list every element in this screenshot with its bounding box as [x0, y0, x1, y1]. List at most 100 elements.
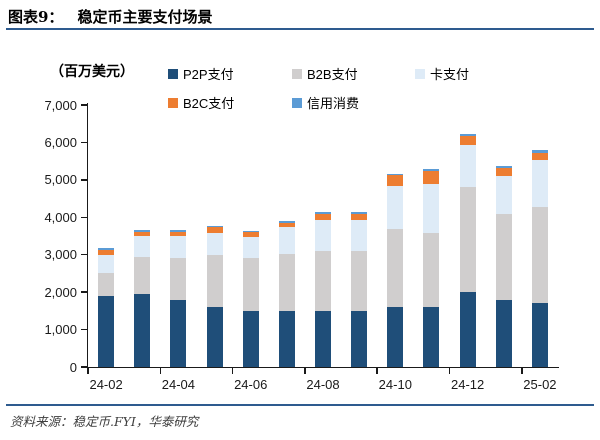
bar-segment	[459, 187, 476, 293]
bar-segment	[206, 233, 223, 255]
bar-segment	[387, 185, 404, 229]
plot-area: 0 1,000 2,000 3,000 4,000 5,000 6,000 7,000 24-0…	[44, 98, 559, 392]
x-axis-tick	[304, 367, 306, 374]
bar-segment	[206, 227, 223, 234]
legend-swatch-icon	[415, 68, 425, 79]
legend-item: B2C支付	[168, 95, 235, 111]
legend-label: B2B支付	[307, 67, 358, 82]
y-axis-tick	[81, 216, 88, 219]
legend-item: P2P支付	[168, 66, 234, 82]
legend-label: B2C支付	[183, 96, 235, 111]
bar-segment	[531, 303, 548, 367]
bar-segment	[459, 133, 476, 137]
bar-segment	[531, 206, 548, 304]
x-axis-tick	[376, 367, 378, 374]
source-note: 资料来源：稳定币.FYI，华泰研究	[10, 414, 199, 429]
bar-segment	[206, 307, 223, 367]
x-axis-tick-label: 25-02	[523, 377, 557, 392]
bar-segment	[387, 307, 404, 367]
bar-segment	[351, 310, 368, 367]
bar-segment	[531, 152, 548, 161]
bar-segment	[495, 175, 512, 214]
bar-segment	[387, 173, 404, 176]
x-axis-tick-label: 24-06	[234, 377, 268, 392]
y-axis-tick-label: 7,000	[44, 97, 77, 113]
y-axis-tick	[81, 291, 88, 293]
bar-segment	[170, 299, 187, 367]
bar-segment	[423, 169, 440, 172]
figure-name: 稳定币主要支付场景	[77, 8, 213, 26]
x-axis-tick-label: 24-12	[450, 377, 485, 392]
footer-divider	[6, 404, 594, 406]
bar-segment	[351, 213, 368, 221]
bar-segment	[98, 248, 115, 250]
y-axis-tick	[81, 104, 88, 106]
bar-segment	[387, 228, 404, 308]
bar-segment	[423, 233, 440, 308]
bar-segment	[387, 175, 404, 186]
bar-segment	[351, 220, 368, 252]
legend-swatch-icon	[168, 68, 178, 79]
x-axis-tick	[448, 367, 451, 374]
bar-segment	[134, 231, 151, 236]
y-axis-tick	[81, 366, 88, 368]
bar-segment	[531, 150, 548, 153]
legend-label: 信用消费	[307, 96, 360, 111]
x-axis-tick-label: 24-10	[378, 377, 412, 392]
bar-segment	[206, 225, 223, 228]
x-axis-tick	[87, 367, 89, 374]
legend-item: B2B支付	[292, 66, 358, 82]
legend-swatch-icon	[168, 97, 178, 108]
y-axis-tick-label: 0	[69, 359, 77, 375]
bar-segment	[423, 183, 440, 234]
bar-segment	[315, 213, 331, 221]
bar-segment	[459, 136, 476, 146]
y-axis-tick-label: 4,000	[44, 209, 77, 225]
y-axis-tick	[81, 141, 88, 144]
y-axis-line	[86, 103, 88, 369]
x-axis-tick-label: 24-02	[89, 377, 123, 392]
legend-swatch-icon	[292, 68, 302, 79]
bar-segment	[278, 310, 295, 367]
bar-segment	[98, 254, 115, 274]
bar-segment	[278, 221, 295, 223]
bar-segment	[459, 292, 476, 367]
legend-label: P2P支付	[183, 67, 234, 82]
y-axis-tick-label: 3,000	[44, 247, 77, 263]
y-axis-tick-label: 6,000	[44, 134, 77, 150]
y-axis-tick-label: 5,000	[44, 172, 77, 188]
title-divider	[6, 28, 594, 30]
x-axis-tick-label: 24-04	[161, 377, 195, 392]
legend-item: 卡支付	[415, 66, 470, 82]
bar-segment	[134, 294, 151, 367]
y-axis-tick	[81, 179, 88, 181]
bar-segment	[242, 230, 259, 233]
bar-segment	[531, 160, 548, 207]
bar-segment	[242, 232, 259, 238]
bar-segment	[495, 213, 512, 300]
legend-label: 卡支付	[430, 67, 470, 82]
x-axis-tick-label: 24-08	[306, 377, 340, 392]
chart-legend: P2P支付 B2B支付 卡支付 B2C支付 信用消费	[168, 66, 568, 124]
figure-number: 图表9：	[8, 8, 64, 26]
x-axis-tick	[159, 367, 162, 374]
bar-segment	[242, 257, 259, 311]
y-axis-tick-label: 1,000	[44, 322, 77, 338]
figure-title: 图表9： 稳定币主要支付场景	[8, 6, 212, 27]
bar-segment	[134, 230, 151, 232]
x-axis-line	[86, 366, 559, 369]
bar-segment	[315, 251, 331, 311]
bar-segment	[170, 231, 187, 236]
bar-segment	[170, 230, 187, 232]
legend-item: 信用消费	[292, 95, 360, 111]
bar-segment	[423, 307, 440, 367]
bar-segment	[315, 310, 331, 367]
y-axis-tick	[81, 328, 88, 331]
bar-segment	[98, 249, 115, 255]
bar-segment	[278, 222, 295, 228]
bar-segment	[495, 299, 512, 367]
bar-segment	[315, 211, 331, 214]
bar-segment	[242, 310, 259, 367]
y-axis-tick	[81, 253, 88, 256]
